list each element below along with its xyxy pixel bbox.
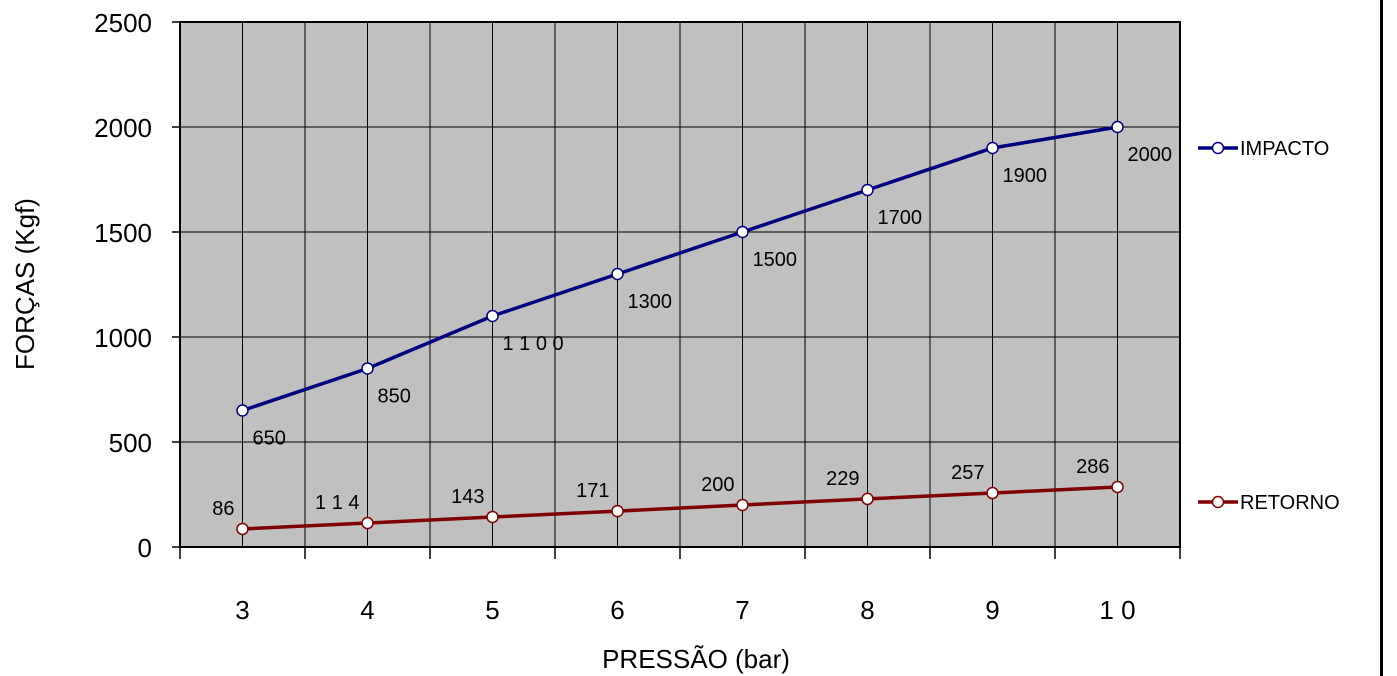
x-tick-label: 4 <box>360 595 374 625</box>
legend-label: RETORNO <box>1240 492 1340 514</box>
x-tick-label: 3 <box>235 595 249 625</box>
data-label: 650 <box>253 428 286 450</box>
data-point <box>486 510 499 524</box>
data-point <box>611 504 624 518</box>
y-axis: 0 500 1000 1500 2000 2500 <box>94 8 180 563</box>
data-point <box>611 267 624 281</box>
series-layer: 650 850 1 1 0 0 1300 1500 1700 1900 2000 86 1 1 4… <box>212 120 1173 536</box>
x-tick-label: 9 <box>985 595 999 625</box>
x-tick-label: 8 <box>860 595 874 625</box>
series-retorno: 86 1 1 4 143 171 200 229 257 286 <box>212 456 1124 536</box>
data-label: 143 <box>451 486 484 508</box>
y-axis-label: FORÇAS (Kgf) <box>10 198 40 370</box>
y-tick-label: 0 <box>138 533 152 563</box>
x-tick-label: 5 <box>485 595 499 625</box>
y-tick-label: 500 <box>109 428 152 458</box>
y-tick-label: 1000 <box>94 323 152 353</box>
data-label: 286 <box>1076 456 1109 478</box>
data-label: 1300 <box>628 291 673 313</box>
x-axis: 3 4 5 6 7 8 9 1 0 <box>179 547 1181 625</box>
data-label: 1900 <box>1003 165 1048 187</box>
series-line <box>242 485 1118 531</box>
data-point <box>986 486 999 500</box>
data-label: 1700 <box>878 207 923 229</box>
data-point <box>236 522 249 536</box>
x-tick-label: 6 <box>610 595 624 625</box>
data-point <box>486 309 499 323</box>
legend-item-retorno: RETORNO <box>1198 492 1340 514</box>
data-point <box>1111 480 1124 494</box>
legend-label: IMPACTO <box>1240 138 1329 160</box>
data-label: 2000 <box>1128 144 1173 166</box>
data-point <box>236 404 249 417</box>
y-tick-label: 2500 <box>94 8 152 38</box>
x-axis-label: PRESSÃO (bar) <box>602 644 790 674</box>
data-label: 257 <box>951 462 984 484</box>
series-line <box>241 125 1118 413</box>
data-point <box>1111 120 1124 134</box>
data-label: 229 <box>826 468 859 490</box>
data-label: 1 1 4 <box>315 492 359 514</box>
data-label: 200 <box>701 474 734 496</box>
data-point <box>736 225 749 239</box>
data-point <box>986 141 999 155</box>
data-point <box>861 183 874 197</box>
x-tick-label: 1 0 <box>1099 595 1135 625</box>
data-point <box>361 516 374 530</box>
legend-item-impacto: IMPACTO <box>1198 138 1329 160</box>
data-label: 171 <box>576 480 609 502</box>
grid <box>180 22 1180 547</box>
x-tick-label: 7 <box>735 595 749 625</box>
data-point <box>736 498 749 512</box>
data-label: 86 <box>212 498 234 520</box>
frame-border <box>1380 0 1383 676</box>
data-label: 1500 <box>753 249 798 271</box>
legend-marker <box>1211 141 1225 155</box>
y-tick-label: 1500 <box>94 218 152 248</box>
data-label: 850 <box>378 386 411 408</box>
legend-marker <box>1211 495 1225 509</box>
series-impacto: 650 850 1 1 0 0 1300 1500 1700 1900 2000 <box>236 120 1173 450</box>
data-label: 1 1 0 0 <box>503 333 564 355</box>
data-point <box>361 362 374 375</box>
y-tick-label: 2000 <box>94 113 152 143</box>
data-point <box>861 492 874 506</box>
legend: IMPACTO RETORNO <box>1198 138 1340 514</box>
